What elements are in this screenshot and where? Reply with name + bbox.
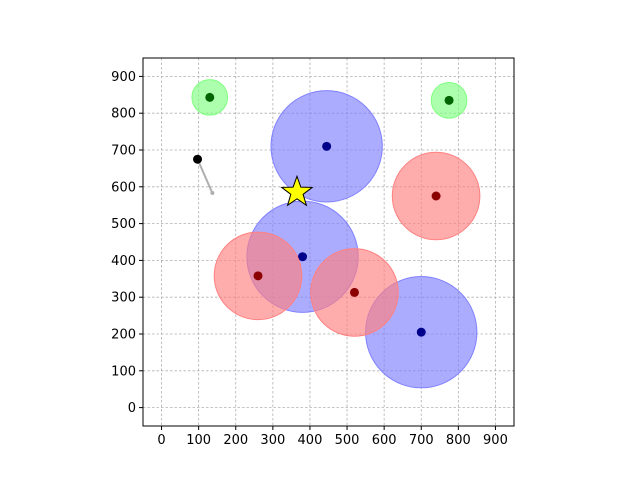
y-tick-label: 600 — [111, 180, 136, 195]
agent-heading-tip — [210, 191, 215, 196]
y-tick-label: 100 — [111, 364, 136, 379]
x-tick-label: 0 — [157, 433, 165, 448]
y-tick-label: 300 — [111, 291, 136, 306]
blue-zone-center — [322, 141, 332, 151]
x-tick-label: 600 — [372, 433, 397, 448]
y-tick-label: 900 — [111, 70, 136, 85]
y-tick-label: 0 — [128, 401, 136, 416]
x-tick-label: 100 — [186, 433, 211, 448]
goal-star — [280, 174, 314, 207]
agent-marker — [193, 154, 203, 164]
y-tick-label: 400 — [111, 254, 136, 269]
green-zone-center — [205, 92, 215, 102]
red-zone-center — [431, 191, 441, 201]
red-zone-center — [253, 271, 263, 281]
red-zone-center — [349, 287, 359, 297]
plot-frame — [142, 57, 515, 427]
blue-zone-center — [416, 327, 426, 337]
x-tick-label: 400 — [298, 433, 323, 448]
plot-marks — [191, 79, 481, 389]
y-tick-label: 200 — [111, 328, 136, 343]
agent-heading — [196, 158, 214, 194]
x-tick-label: 900 — [483, 433, 508, 448]
blue-zone-center — [298, 252, 308, 262]
x-tick-label: 800 — [446, 433, 471, 448]
y-tick-label: 700 — [111, 144, 136, 159]
y-tick-label: 800 — [111, 107, 136, 122]
x-tick-label: 500 — [335, 433, 360, 448]
x-tick-label: 200 — [223, 433, 248, 448]
x-tick-label: 300 — [260, 433, 285, 448]
x-tick-label: 700 — [409, 433, 434, 448]
y-tick-label: 500 — [111, 217, 136, 232]
green-zone-center — [444, 95, 454, 105]
axes: 0 100 200 300 400 500 600 700 800 900 0 100 200 300 40… — [111, 70, 508, 448]
